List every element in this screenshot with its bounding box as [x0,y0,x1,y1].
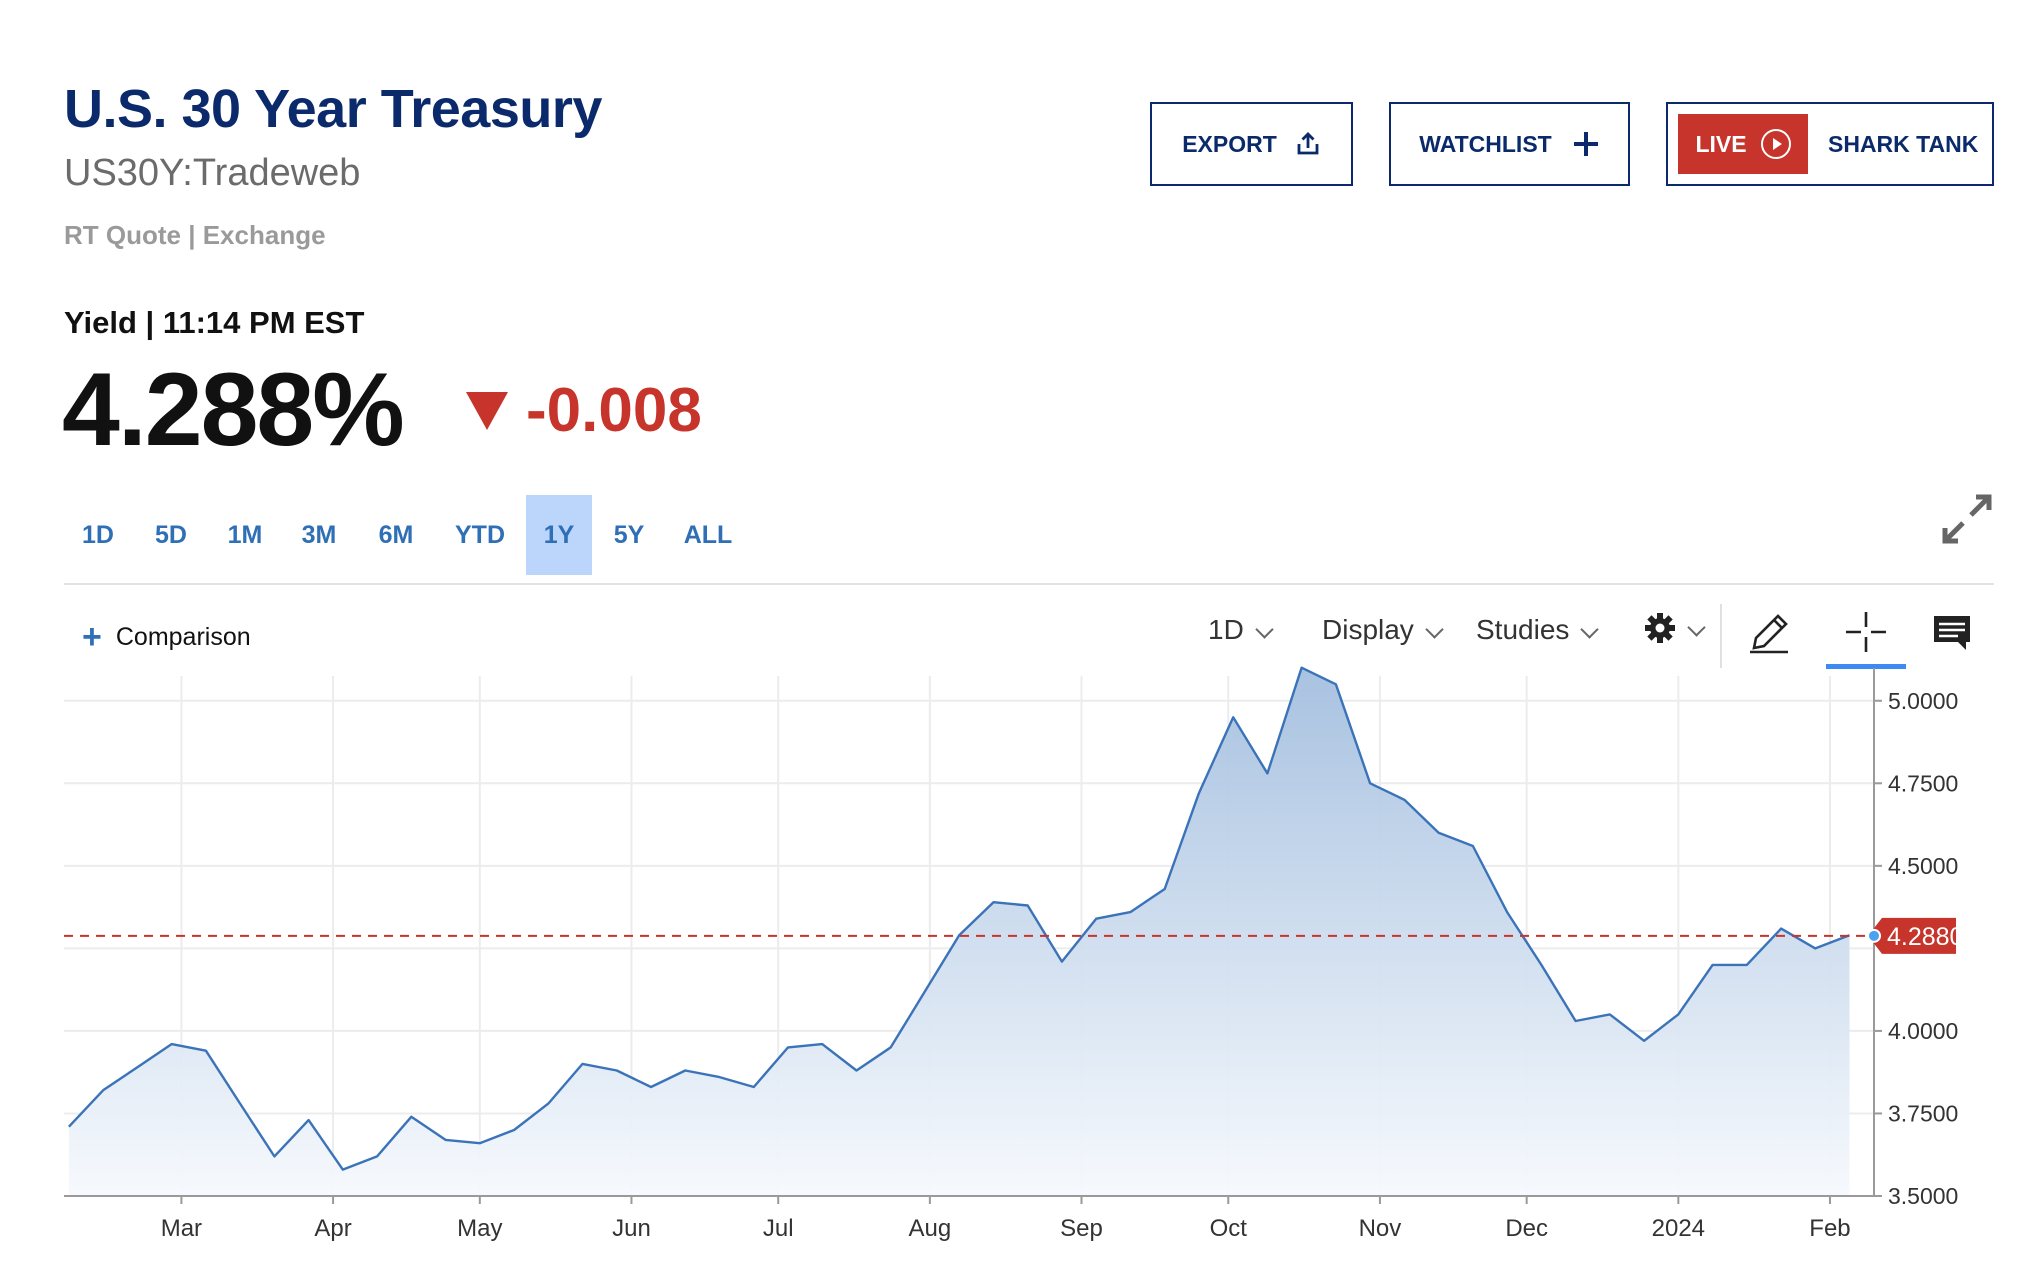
pencil-icon[interactable] [1742,604,1798,660]
range-tab-6m[interactable]: 6M [378,520,414,549]
page-title: U.S. 30 Year Treasury [64,79,602,139]
yield-timestamp: Yield | 11:14 PM EST [64,305,365,340]
live-badge: LIVE [1678,114,1808,174]
comparison-button[interactable]: + Comparison [82,620,251,654]
x-tick-label: Apr [314,1215,351,1242]
range-tab-all[interactable]: ALL [683,520,733,549]
toolbar-separator [1720,604,1722,668]
interval-dropdown[interactable]: 1D [1208,614,1274,646]
range-tab-5d[interactable]: 5D [155,520,187,549]
symbol-label: US30Y:Tradeweb [64,152,361,194]
watchlist-button[interactable]: WATCHLIST [1389,102,1630,186]
range-tab-3m[interactable]: 3M [301,520,337,549]
x-tick-label: Aug [909,1215,952,1242]
shark-tank-live-button[interactable]: LIVE SHARK TANK [1666,102,1994,186]
range-tab-5y[interactable]: 5Y [613,520,645,549]
quote-source: RT Quote | Exchange [64,220,326,250]
display-dropdown[interactable]: Display [1322,614,1444,646]
x-tick-label: Jul [763,1215,794,1242]
comment-icon[interactable] [1924,604,1980,660]
studies-label: Studies [1476,614,1570,645]
current-value-label: 4.2880 [1887,923,1963,951]
y-tick-label: 4.7500 [1888,770,1958,796]
play-circle-icon [1760,129,1791,159]
x-tick-label: Feb [1809,1215,1850,1242]
range-tab-ytd[interactable]: YTD [455,520,505,549]
x-tick-label: 2024 [1652,1215,1705,1242]
price-value: 4.288% [62,352,405,468]
active-tool-indicator [1826,664,1906,669]
current-value-dot [1867,928,1881,943]
down-arrow-icon [466,392,508,430]
range-tab-1d[interactable]: 1D [82,520,114,549]
crosshair-icon[interactable] [1838,604,1894,660]
chart-area-fill [68,667,1850,1196]
expand-icon[interactable] [1940,492,1994,546]
range-tab-1y[interactable]: 1Y [526,495,592,575]
y-tick-label: 3.7500 [1888,1100,1958,1126]
watchlist-label: WATCHLIST [1419,130,1552,157]
divider [64,583,1994,585]
y-tick-label: 4.5000 [1888,853,1958,879]
gear-icon [1645,613,1675,643]
studies-dropdown[interactable]: Studies [1476,614,1600,646]
current-value-badge [1868,917,1956,954]
plus-icon: + [82,618,102,656]
shark-tank-label: SHARK TANK [1828,130,1979,157]
chart-series-line [68,666,1850,1171]
share-up-icon [1297,132,1319,155]
x-tick-label: Dec [1505,1215,1548,1242]
range-tab-1m[interactable]: 1M [227,520,263,549]
x-tick-label: Oct [1210,1215,1248,1242]
plus-icon [1573,132,1598,156]
y-tick-label: 5.0000 [1888,688,1958,714]
x-tick-label: Nov [1359,1215,1402,1242]
export-button[interactable]: EXPORT [1150,102,1353,186]
display-label: Display [1322,614,1414,645]
x-tick-label: Jun [612,1215,651,1242]
y-tick-label: 3.5000 [1888,1183,1958,1209]
y-tick-label: 4.0000 [1888,1018,1958,1044]
x-tick-label: Mar [161,1215,202,1242]
x-tick-label: Sep [1060,1215,1103,1242]
live-label: LIVE [1695,130,1747,157]
settings-dropdown[interactable] [1644,612,1706,644]
x-tick-label: May [457,1215,502,1242]
comparison-label: Comparison [115,622,251,651]
change-value: -0.008 [526,376,702,445]
interval-label: 1D [1208,614,1244,645]
export-label: EXPORT [1182,130,1277,157]
